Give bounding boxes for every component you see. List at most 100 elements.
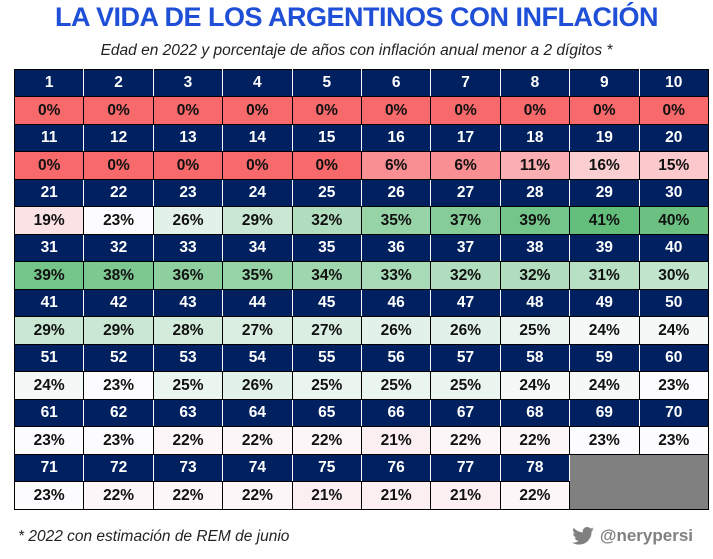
age-cell: 31	[13, 234, 85, 262]
percent-cell: 23%	[13, 481, 85, 510]
age-cell: 75	[291, 454, 362, 482]
percent-cell: 22%	[291, 426, 362, 455]
percent-cell: 0%	[569, 96, 640, 125]
percent-cell: 22%	[499, 426, 571, 455]
percent-cell: 0%	[13, 96, 85, 125]
footnote: * 2022 con estimación de REM de junio	[18, 528, 290, 545]
age-cell: 4	[222, 69, 293, 97]
percent-cell: 29%	[13, 316, 85, 345]
age-cell: 13	[152, 124, 224, 152]
age-cell: 9	[569, 69, 640, 97]
percent-cell: 34%	[291, 261, 362, 290]
age-cell: 17	[430, 124, 501, 152]
age-cell: 22	[83, 179, 154, 207]
percent-cell: 11%	[499, 151, 571, 180]
percent-cell: 21%	[360, 426, 432, 455]
age-cell: 26	[360, 179, 432, 207]
percent-cell: 26%	[222, 371, 293, 400]
percent-cell: 16%	[569, 151, 640, 180]
age-cell: 49	[569, 289, 640, 317]
age-cell: 77	[430, 454, 501, 482]
age-cell: 68	[499, 399, 571, 427]
percent-cell: 24%	[569, 371, 640, 400]
percent-cell: 38%	[83, 261, 154, 290]
age-cell: 3	[152, 69, 224, 97]
percent-cell: 23%	[83, 206, 154, 235]
age-cell: 60	[638, 344, 710, 372]
percent-cell: 41%	[569, 206, 640, 235]
percent-cell: 15%	[638, 151, 710, 180]
percent-cell: 0%	[83, 151, 154, 180]
age-cell: 43	[152, 289, 224, 317]
age-inflation-heatmap: 1 2 3 4 5 6 7 8 9 10 0% 0% 0% 0% 0% 0% 0% 0% 0% 0% 11 12 13 14 1…	[13, 69, 710, 510]
age-cell: 69	[569, 399, 640, 427]
age-cell: 33	[152, 234, 224, 262]
age-cell: 32	[83, 234, 154, 262]
age-cell: 78	[499, 454, 571, 482]
percent-cell: 23%	[83, 426, 154, 455]
percent-cell: 26%	[360, 316, 432, 345]
age-cell: 23	[152, 179, 224, 207]
percent-cell: 24%	[499, 371, 571, 400]
percent-cell: 0%	[638, 96, 710, 125]
age-cell: 8	[499, 69, 571, 97]
percent-cell: 39%	[499, 206, 571, 235]
percent-cell: 0%	[360, 96, 432, 125]
percent-cell: 26%	[152, 206, 224, 235]
author-credit[interactable]: @nerypersi	[572, 526, 693, 546]
age-cell: 62	[83, 399, 154, 427]
age-cell: 74	[222, 454, 293, 482]
age-cell: 47	[430, 289, 501, 317]
percent-row: 39% 38% 36% 35% 34% 33% 32% 32% 31% 30%	[13, 261, 710, 290]
percent-cell: 28%	[152, 316, 224, 345]
age-cell: 52	[83, 344, 154, 372]
percent-cell: 35%	[360, 206, 432, 235]
age-cell: 29	[569, 179, 640, 207]
percent-cell: 39%	[13, 261, 85, 290]
percent-cell: 23%	[83, 371, 154, 400]
percent-cell: 0%	[13, 151, 85, 180]
empty-cell	[569, 454, 709, 510]
age-cell: 55	[291, 344, 362, 372]
percent-cell: 22%	[222, 481, 293, 510]
percent-cell: 40%	[638, 206, 710, 235]
chart-title: LA VIDA DE LOS ARGENTINOS CON INFLACIÓN	[54, 2, 659, 32]
age-cell: 19	[569, 124, 640, 152]
percent-cell: 22%	[499, 481, 571, 510]
percent-cell: 27%	[222, 316, 293, 345]
percent-cell: 37%	[430, 206, 501, 235]
age-cell: 66	[360, 399, 432, 427]
percent-cell: 32%	[291, 206, 362, 235]
percent-cell: 24%	[638, 316, 710, 345]
age-cell: 37	[430, 234, 501, 262]
percent-cell: 21%	[291, 481, 362, 510]
age-row: 71 72 73 74 75 76 77 78	[13, 454, 709, 510]
age-cell: 59	[569, 344, 640, 372]
age-cell: 56	[360, 344, 432, 372]
percent-cell: 22%	[152, 481, 224, 510]
age-cell: 5	[291, 69, 362, 97]
percent-cell: 23%	[638, 371, 710, 400]
age-cell: 24	[222, 179, 293, 207]
percent-cell: 31%	[569, 261, 640, 290]
age-cell: 41	[13, 289, 85, 317]
age-cell: 64	[222, 399, 293, 427]
age-cell: 2	[83, 69, 154, 97]
percent-cell: 22%	[222, 426, 293, 455]
percent-cell: 22%	[83, 481, 154, 510]
twitter-bird-icon	[572, 527, 594, 545]
percent-cell: 0%	[499, 96, 571, 125]
age-cell: 7	[430, 69, 501, 97]
age-row: 1 2 3 4 5 6 7 8 9 10	[13, 69, 710, 97]
age-cell: 67	[430, 399, 501, 427]
age-cell: 28	[499, 179, 571, 207]
chart-subtitle: Edad en 2022 y porcentaje de años con in…	[100, 42, 613, 59]
age-cell: 36	[360, 234, 432, 262]
percent-row: 0% 0% 0% 0% 0% 6% 6% 11% 16% 15%	[13, 151, 710, 180]
age-cell: 21	[13, 179, 85, 207]
percent-cell: 33%	[360, 261, 432, 290]
age-row: 61 62 63 64 65 66 67 68 69 70	[13, 399, 710, 427]
age-cell: 44	[222, 289, 293, 317]
percent-row: 19% 23% 26% 29% 32% 35% 37% 39% 41% 40%	[13, 206, 710, 235]
percent-cell: 21%	[360, 481, 432, 510]
